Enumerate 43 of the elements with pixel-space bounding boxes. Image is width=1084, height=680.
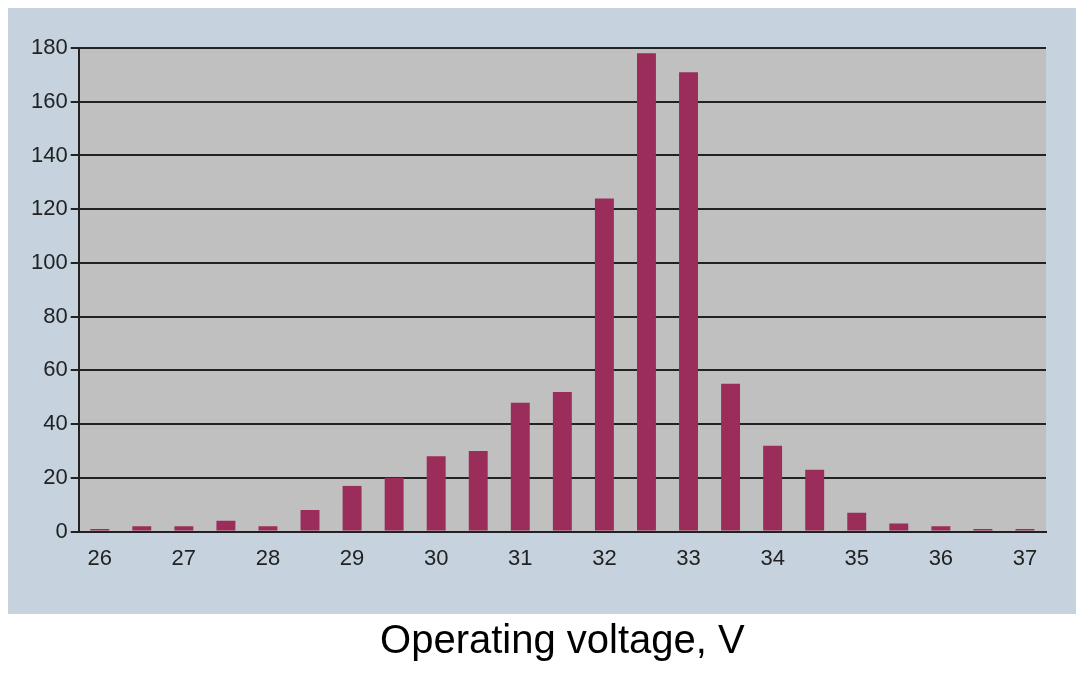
x-tick-label: 31 [508,544,533,570]
bar [216,520,236,531]
bar [258,526,278,531]
y-tick-label: 0 [55,517,68,543]
y-tick-label: 160 [30,87,68,113]
bar [510,402,530,531]
bar [889,523,909,531]
y-tick-label: 140 [30,141,68,167]
bar [132,526,152,531]
x-tick-label: 30 [423,544,449,570]
y-tick-label: 180 [30,34,68,60]
bar [342,485,362,531]
bar [426,456,446,531]
bar [931,526,951,531]
x-tick-label: 37 [1012,544,1038,570]
x-tick-label: 35 [844,544,869,570]
y-tick-label: 40 [43,410,68,436]
bar [300,510,320,531]
x-tick-label: 28 [255,544,281,570]
bar [721,383,741,531]
x-tick-label: 33 [676,544,701,570]
x-tick-label: 27 [171,544,197,570]
bar [763,445,783,531]
bar [637,53,656,531]
x-tick-label: 32 [592,544,617,570]
bar [468,451,488,531]
x-tick-label: 34 [760,544,785,570]
x-tick-label: 29 [339,544,365,570]
x-tick-label: 36 [928,544,954,570]
y-tick-label: 60 [43,356,68,382]
y-tick-label: 120 [30,195,68,221]
x-axis-title: Operating voltage, V [380,617,746,662]
y-tick-label: 100 [30,249,68,274]
bar [805,469,825,531]
bar [679,72,698,531]
bar [174,526,194,531]
bar [552,391,572,531]
y-tick-label: 80 [43,302,68,328]
x-tick-label: 26 [87,544,112,570]
y-tick-label: 20 [43,463,68,489]
bar [594,198,614,531]
bar [847,512,867,531]
bar [384,477,404,531]
